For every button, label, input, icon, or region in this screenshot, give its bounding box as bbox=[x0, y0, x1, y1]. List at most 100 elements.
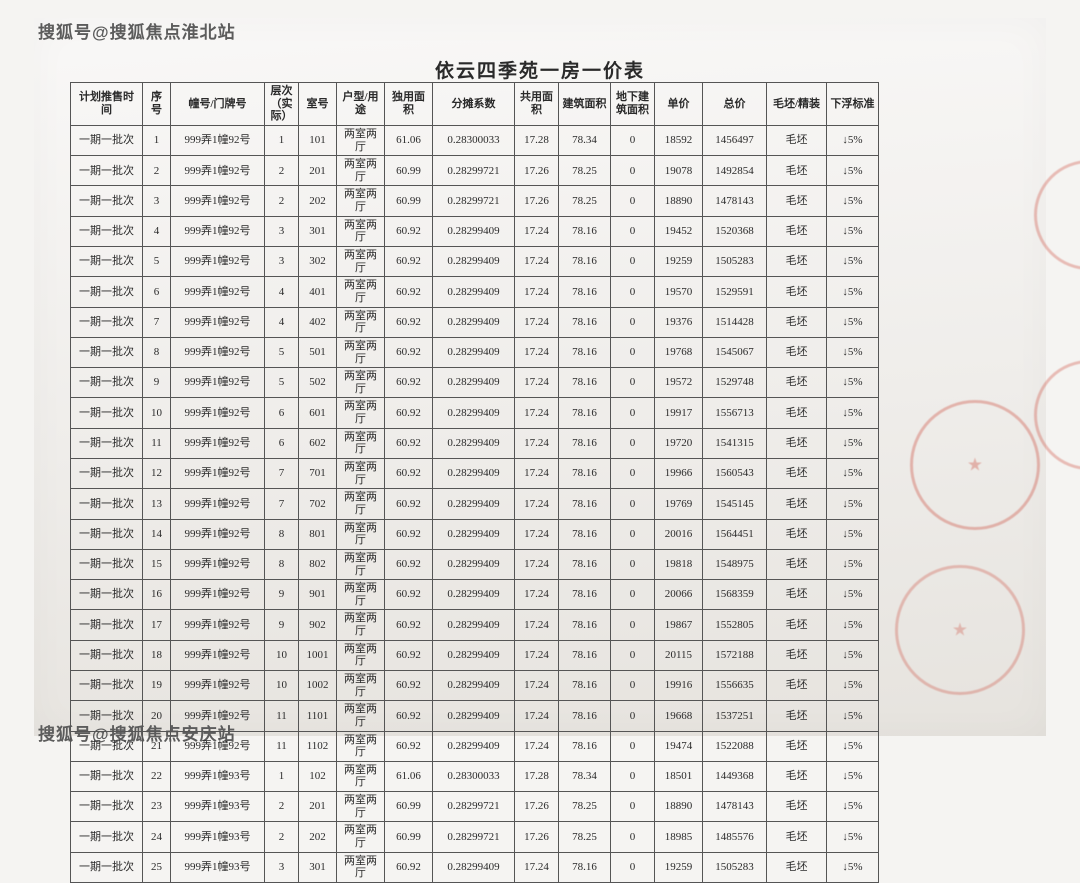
table-cell: 19474 bbox=[655, 731, 703, 761]
table-cell: 0.28300033 bbox=[433, 761, 515, 791]
table-cell: 两室两厅 bbox=[337, 459, 385, 489]
table-cell: 0.28299409 bbox=[433, 398, 515, 428]
table-cell: 78.16 bbox=[559, 610, 611, 640]
table-cell: 2 bbox=[143, 156, 171, 186]
table-row: 一期一批次12999弄1幢92号7701两室两厅60.920.282994091… bbox=[71, 459, 879, 489]
table-cell: 999弄1幢92号 bbox=[171, 640, 265, 670]
table-cell: ↓5% bbox=[827, 216, 879, 246]
table-cell: 17.24 bbox=[515, 701, 559, 731]
table-row: 一期一批次8999弄1幢92号5501两室两厅60.920.2829940917… bbox=[71, 337, 879, 367]
table-cell: 一期一批次 bbox=[71, 156, 143, 186]
table-cell: 1 bbox=[265, 761, 299, 791]
table-cell: 1545067 bbox=[703, 337, 767, 367]
table-cell: 0 bbox=[611, 186, 655, 216]
table-cell: 1 bbox=[143, 125, 171, 155]
table-cell: 22 bbox=[143, 761, 171, 791]
table-cell: ↓5% bbox=[827, 156, 879, 186]
table-cell: 78.16 bbox=[559, 277, 611, 307]
table-cell: 1449368 bbox=[703, 761, 767, 791]
table-cell: 15 bbox=[143, 549, 171, 579]
table-cell: 19916 bbox=[655, 670, 703, 700]
table-row: 一期一批次10999弄1幢92号6601两室两厅60.920.282994091… bbox=[71, 398, 879, 428]
table-cell: 10 bbox=[265, 670, 299, 700]
table-cell: 802 bbox=[299, 549, 337, 579]
table-cell: 60.92 bbox=[385, 459, 433, 489]
table-cell: 0 bbox=[611, 852, 655, 882]
table-cell: 1556713 bbox=[703, 398, 767, 428]
table-cell: 5 bbox=[265, 337, 299, 367]
table-cell: 0 bbox=[611, 307, 655, 337]
table-cell: 60.99 bbox=[385, 792, 433, 822]
table-cell: 17.24 bbox=[515, 580, 559, 610]
table-cell: 0.28299409 bbox=[433, 337, 515, 367]
table-cell: 999弄1幢92号 bbox=[171, 489, 265, 519]
table-cell: 毛坯 bbox=[767, 307, 827, 337]
table-row: 一期一批次18999弄1幢92号101001两室两厅60.920.2829940… bbox=[71, 640, 879, 670]
col-header: 计划推售时间 bbox=[71, 83, 143, 126]
table-cell: 9 bbox=[265, 580, 299, 610]
table-cell: 19572 bbox=[655, 368, 703, 398]
table-cell: 0 bbox=[611, 640, 655, 670]
table-cell: 60.92 bbox=[385, 610, 433, 640]
col-header: 层次（实际） bbox=[265, 83, 299, 126]
table-cell: 78.16 bbox=[559, 731, 611, 761]
table-cell: 0.28299721 bbox=[433, 156, 515, 186]
table-cell: 0.28299721 bbox=[433, 186, 515, 216]
table-cell: 78.16 bbox=[559, 247, 611, 277]
table-row: 一期一批次1999弄1幢92号1101两室两厅61.060.2830003317… bbox=[71, 125, 879, 155]
table-cell: 一期一批次 bbox=[71, 822, 143, 852]
table-cell: 8 bbox=[265, 519, 299, 549]
table-cell: 毛坯 bbox=[767, 156, 827, 186]
table-cell: 61.06 bbox=[385, 125, 433, 155]
table-cell: 毛坯 bbox=[767, 640, 827, 670]
table-cell: 17.28 bbox=[515, 761, 559, 791]
col-header: 共用面积 bbox=[515, 83, 559, 126]
table-cell: 10 bbox=[143, 398, 171, 428]
table-cell: 21 bbox=[143, 731, 171, 761]
table-cell: 两室两厅 bbox=[337, 216, 385, 246]
table-cell: 60.92 bbox=[385, 549, 433, 579]
table-row: 一期一批次6999弄1幢92号4401两室两厅60.920.2829940917… bbox=[71, 277, 879, 307]
table-row: 一期一批次23999弄1幢93号2201两室两厅60.990.282997211… bbox=[71, 792, 879, 822]
table-cell: ↓5% bbox=[827, 610, 879, 640]
table-cell: 78.16 bbox=[559, 549, 611, 579]
table-cell: 1478143 bbox=[703, 186, 767, 216]
table-cell: 1564451 bbox=[703, 519, 767, 549]
table-cell: 78.25 bbox=[559, 156, 611, 186]
table-cell: 0 bbox=[611, 459, 655, 489]
table-cell: 0 bbox=[611, 368, 655, 398]
table-cell: 17.24 bbox=[515, 459, 559, 489]
table-cell: 17.24 bbox=[515, 519, 559, 549]
table-cell: 302 bbox=[299, 247, 337, 277]
table-cell: 毛坯 bbox=[767, 428, 827, 458]
table-cell: 1 bbox=[265, 125, 299, 155]
table-cell: 0.28299409 bbox=[433, 852, 515, 882]
table-cell: 18 bbox=[143, 640, 171, 670]
table-cell: 2 bbox=[265, 822, 299, 852]
table-cell: 0.28300033 bbox=[433, 125, 515, 155]
table-cell: 999弄1幢92号 bbox=[171, 580, 265, 610]
table-cell: 1514428 bbox=[703, 307, 767, 337]
table-cell: 一期一批次 bbox=[71, 549, 143, 579]
table-cell: 501 bbox=[299, 337, 337, 367]
table-cell: 一期一批次 bbox=[71, 640, 143, 670]
table-cell: 两室两厅 bbox=[337, 519, 385, 549]
table-row: 一期一批次11999弄1幢92号6602两室两厅60.920.282994091… bbox=[71, 428, 879, 458]
table-cell: 毛坯 bbox=[767, 368, 827, 398]
table-cell: 一期一批次 bbox=[71, 489, 143, 519]
table-cell: 23 bbox=[143, 792, 171, 822]
col-header: 独用面积 bbox=[385, 83, 433, 126]
table-cell: 60.99 bbox=[385, 186, 433, 216]
table-cell: 0.28299409 bbox=[433, 428, 515, 458]
table-cell: 999弄1幢92号 bbox=[171, 549, 265, 579]
table-cell: 0.28299409 bbox=[433, 277, 515, 307]
table-cell: 17.24 bbox=[515, 216, 559, 246]
table-cell: 毛坯 bbox=[767, 701, 827, 731]
table-cell: 1102 bbox=[299, 731, 337, 761]
table-cell: 6 bbox=[265, 428, 299, 458]
table-cell: 78.16 bbox=[559, 701, 611, 731]
table-cell: 18985 bbox=[655, 822, 703, 852]
table-cell: ↓5% bbox=[827, 247, 879, 277]
table-cell: 0.28299409 bbox=[433, 549, 515, 579]
table-cell: 0 bbox=[611, 489, 655, 519]
